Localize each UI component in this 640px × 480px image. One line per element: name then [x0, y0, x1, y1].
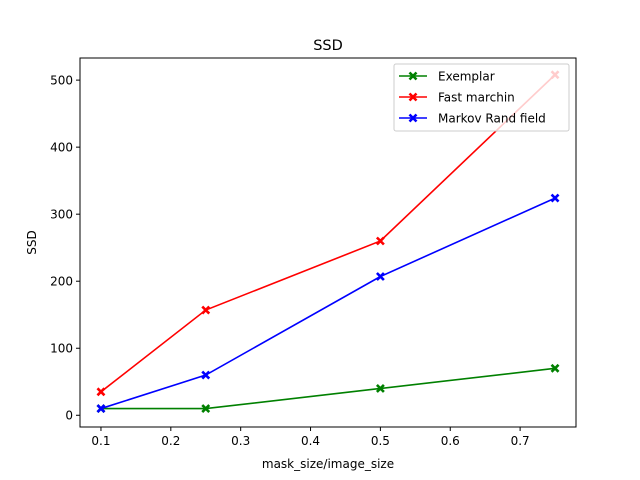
y-tick-label: 300 [50, 207, 73, 221]
y-axis-label: SSD [25, 230, 39, 254]
y-tick-label: 400 [50, 140, 73, 154]
series-line-fast-marchin [100, 74, 556, 393]
axes-frame [79, 57, 577, 428]
y-axis-ticks: 0 100 200 300 400 500 [50, 73, 80, 422]
data-point-exemplar [375, 384, 385, 393]
x-tick-label: 0.6 [441, 434, 460, 448]
data-point-markov-rand-field [201, 370, 211, 380]
x-tick-label: 0.2 [161, 434, 180, 448]
y-tick-label: 100 [50, 341, 73, 355]
data-point-fast-marchin [96, 387, 106, 397]
series-line-exemplar [100, 367, 556, 410]
data-point-exemplar [550, 363, 560, 373]
series-markov-rand-field [96, 193, 560, 413]
legend-marker [408, 113, 418, 123]
legend-marker [408, 92, 418, 102]
legend-item-fast-marchin: Fast marchin [399, 91, 515, 105]
y-tick-label: 200 [50, 274, 73, 288]
legend-item-markov-rand-field: Markov Rand field [399, 112, 546, 126]
legend-item-exemplar: Exemplar [399, 70, 495, 84]
data-point-fast-marchin [375, 236, 385, 246]
y-tick-label: 500 [50, 73, 73, 87]
x-tick-label: 0.7 [511, 434, 530, 448]
chart-title: SSD [313, 38, 343, 54]
series-line-markov-rand-field [100, 197, 556, 410]
legend-label: Exemplar [438, 70, 495, 84]
data-point-markov-rand-field [96, 404, 106, 413]
x-tick-label: 0.4 [301, 434, 320, 448]
legend-label: Markov Rand field [438, 112, 546, 126]
legend: Exemplar Fast marchin Markov Rand field [393, 63, 570, 132]
plot-area [96, 70, 560, 413]
y-tick-label: 0 [65, 408, 73, 422]
x-axis-ticks: 0.1 0.2 0.3 0.4 0.5 0.6 0.7 [91, 427, 530, 448]
data-point-markov-rand-field [550, 193, 560, 203]
data-point-fast-marchin [201, 305, 211, 315]
legend-box [393, 63, 570, 132]
x-tick-label: 0.5 [371, 434, 390, 448]
legend-label: Fast marchin [438, 91, 515, 105]
x-tick-label: 0.3 [231, 434, 250, 448]
x-axis-label: mask_size/image_size [262, 457, 394, 471]
x-tick-label: 0.1 [91, 434, 110, 448]
legend-marker [408, 71, 418, 81]
data-point-markov-rand-field [375, 272, 385, 281]
data-point-exemplar [201, 404, 211, 413]
